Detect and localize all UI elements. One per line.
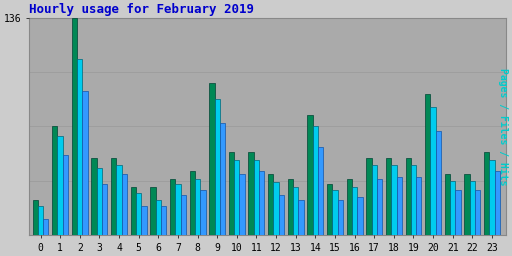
Bar — [366, 158, 372, 235]
Text: Hourly usage for February 2019: Hourly usage for February 2019 — [29, 4, 254, 16]
Bar — [273, 182, 279, 235]
Bar — [63, 155, 68, 235]
Bar — [352, 187, 357, 235]
Bar — [372, 165, 377, 235]
Bar — [495, 171, 500, 235]
Bar — [97, 168, 102, 235]
Bar — [450, 180, 455, 235]
Bar — [298, 200, 304, 235]
Bar — [445, 174, 450, 235]
Bar — [484, 152, 489, 235]
Bar — [170, 179, 175, 235]
Bar — [357, 197, 362, 235]
Bar — [254, 160, 259, 235]
Bar — [116, 165, 122, 235]
Bar — [234, 160, 240, 235]
Bar — [259, 171, 264, 235]
Bar — [313, 126, 318, 235]
Bar — [337, 200, 343, 235]
Bar — [151, 187, 156, 235]
Bar — [396, 177, 402, 235]
Bar — [470, 180, 475, 235]
Bar — [288, 179, 293, 235]
Bar — [416, 177, 421, 235]
Bar — [57, 136, 63, 235]
Bar — [102, 184, 108, 235]
Bar — [268, 174, 273, 235]
Bar — [411, 165, 416, 235]
Bar — [425, 94, 431, 235]
Bar — [436, 131, 441, 235]
Bar — [248, 152, 254, 235]
Bar — [464, 174, 470, 235]
Bar — [131, 187, 136, 235]
Bar — [377, 179, 382, 235]
Bar — [307, 115, 313, 235]
Bar — [318, 147, 323, 235]
Bar — [391, 165, 396, 235]
Bar — [43, 219, 49, 235]
Bar — [161, 206, 166, 235]
Bar — [136, 193, 141, 235]
Bar — [455, 190, 461, 235]
Bar — [475, 190, 480, 235]
Bar — [215, 99, 220, 235]
Bar — [77, 59, 82, 235]
Bar — [195, 179, 200, 235]
Bar — [141, 206, 146, 235]
Bar — [38, 206, 43, 235]
Bar — [52, 126, 57, 235]
Bar — [279, 195, 284, 235]
Bar — [327, 184, 332, 235]
Bar — [122, 174, 127, 235]
Bar — [209, 83, 215, 235]
Bar — [33, 200, 38, 235]
Bar — [386, 158, 391, 235]
Bar — [240, 174, 245, 235]
Bar — [220, 123, 225, 235]
Bar — [347, 179, 352, 235]
Bar — [189, 171, 195, 235]
Bar — [229, 152, 234, 235]
Y-axis label: Pages / Files / Hits: Pages / Files / Hits — [499, 68, 508, 185]
Bar — [293, 187, 298, 235]
Bar — [181, 195, 186, 235]
Bar — [431, 107, 436, 235]
Bar — [111, 158, 116, 235]
Bar — [332, 190, 337, 235]
Bar — [72, 18, 77, 235]
Bar — [200, 190, 205, 235]
Bar — [489, 160, 495, 235]
Bar — [406, 158, 411, 235]
Bar — [175, 184, 181, 235]
Bar — [82, 91, 88, 235]
Bar — [156, 200, 161, 235]
Bar — [92, 158, 97, 235]
